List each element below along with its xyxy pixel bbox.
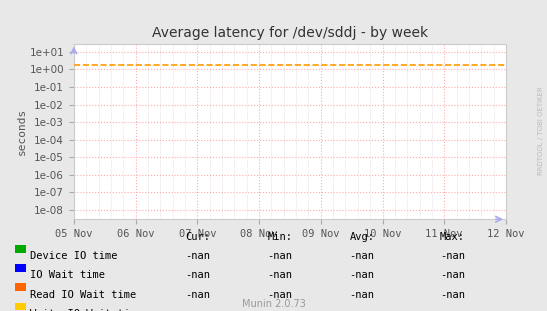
Text: -nan: -nan [185,270,211,280]
Text: Device IO time: Device IO time [30,251,118,261]
Text: Avg:: Avg: [350,232,375,242]
Text: -nan: -nan [185,290,211,299]
Text: -nan: -nan [185,251,211,261]
Text: IO Wait time: IO Wait time [30,270,105,280]
Text: -nan: -nan [440,251,465,261]
Text: Cur:: Cur: [185,232,211,242]
Text: -nan: -nan [185,309,211,311]
Text: -nan: -nan [267,290,293,299]
Text: Write IO Wait time: Write IO Wait time [30,309,143,311]
Text: -nan: -nan [267,309,293,311]
Text: Max:: Max: [440,232,465,242]
Y-axis label: seconds: seconds [16,108,27,155]
Text: -nan: -nan [350,309,375,311]
Text: -nan: -nan [267,251,293,261]
Text: RRDTOOL / TOBI OETIKER: RRDTOOL / TOBI OETIKER [538,86,544,175]
Text: -nan: -nan [440,290,465,299]
Text: Munin 2.0.73: Munin 2.0.73 [242,299,305,309]
Text: -nan: -nan [350,251,375,261]
Text: Read IO Wait time: Read IO Wait time [30,290,136,299]
Text: -nan: -nan [350,290,375,299]
Text: -nan: -nan [267,270,293,280]
Text: -nan: -nan [350,270,375,280]
Text: -nan: -nan [440,270,465,280]
Text: Min:: Min: [267,232,293,242]
Title: Average latency for /dev/sddj - by week: Average latency for /dev/sddj - by week [152,26,428,39]
Text: -nan: -nan [440,309,465,311]
